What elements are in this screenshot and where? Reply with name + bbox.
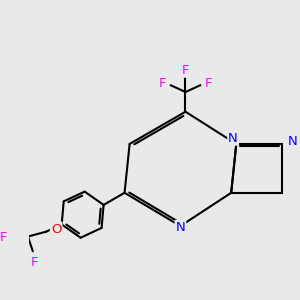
Text: F: F — [0, 231, 7, 244]
Text: F: F — [182, 64, 189, 77]
Text: F: F — [158, 77, 166, 90]
Text: F: F — [30, 256, 38, 269]
Text: N: N — [288, 135, 298, 148]
Text: N: N — [228, 132, 238, 145]
Text: O: O — [51, 223, 62, 236]
Text: F: F — [205, 77, 213, 90]
Text: N: N — [176, 221, 185, 234]
